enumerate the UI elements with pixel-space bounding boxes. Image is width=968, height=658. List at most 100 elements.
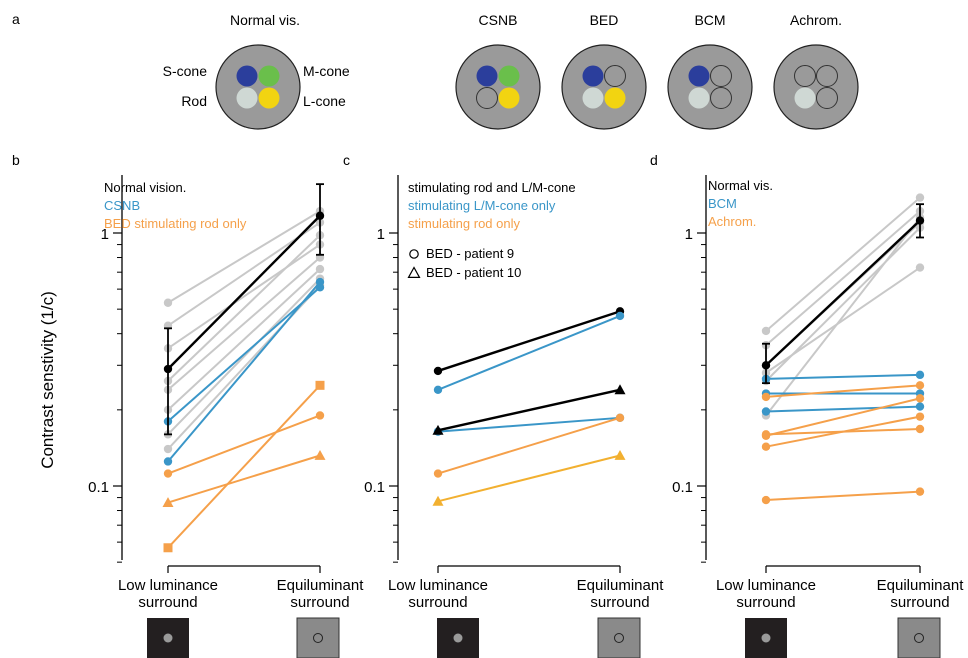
- data-point: [614, 384, 626, 395]
- x-tick-label: Low luminance: [118, 577, 218, 594]
- diagram-2-cell-s: [688, 65, 710, 87]
- data-point: [163, 298, 173, 307]
- x-tick-label: Equiluminant: [577, 577, 665, 594]
- data-point: [432, 495, 444, 506]
- y-tick-label: 0.1: [364, 479, 385, 496]
- stimulus-dot-b: [163, 633, 173, 643]
- data-point: [761, 361, 771, 370]
- data-point: [615, 413, 625, 423]
- data-point: [433, 469, 443, 478]
- data-point: [615, 311, 625, 321]
- legend-entry: BCM: [708, 196, 737, 211]
- legend-entry: CSNB: [104, 198, 140, 213]
- legend-marker: [407, 266, 421, 278]
- x-tick-label: Low luminance: [716, 577, 816, 594]
- y-tick-label: 1: [685, 226, 693, 243]
- stimulus-dot-c: [453, 633, 463, 643]
- diagram-normal-title: Normal vis.: [230, 12, 300, 28]
- series-6: [761, 370, 925, 384]
- data-point: [315, 411, 325, 420]
- stimulus-gray-c: [597, 617, 641, 658]
- legend-entry: stimulating rod only: [408, 216, 520, 231]
- y-axis-label: Contrast senstivity (1/c): [38, 291, 57, 469]
- y-tick-label: 1: [101, 226, 109, 243]
- series-line: [437, 416, 621, 475]
- series-5: [761, 213, 925, 420]
- series-9: [163, 277, 325, 466]
- series-12: [163, 380, 325, 553]
- diagram-3-disk: [773, 44, 859, 130]
- diagram-normal: Normal vis. S-cone M-cone Rod L-cone: [163, 12, 350, 130]
- series-line: [765, 490, 921, 502]
- normal-cell-l: [258, 87, 280, 109]
- series-3: [761, 223, 925, 386]
- series-line: [167, 214, 321, 370]
- data-point: [315, 380, 325, 390]
- diagram-3-cell-off: [816, 87, 838, 109]
- diagram-title: CSNB: [479, 12, 518, 28]
- series-14: [761, 203, 925, 385]
- diagram-2-cell-off: [710, 87, 732, 109]
- data-point: [915, 424, 925, 434]
- data-point: [315, 264, 325, 274]
- data-point: [915, 487, 925, 496]
- data-point: [761, 430, 771, 439]
- diagram-1-cell-rod: [582, 87, 604, 109]
- x-tick-label: Equiluminant: [877, 577, 965, 594]
- diagram-0-cell-m: [498, 65, 520, 87]
- series-4: [761, 263, 925, 378]
- data-point: [163, 364, 173, 374]
- label-s-cone: S-cone: [163, 63, 208, 79]
- legend-entry: BED stimulating rod only: [104, 216, 247, 231]
- diagram-2-cell-off: [710, 65, 732, 87]
- stimulus-ring-c: [614, 633, 624, 643]
- diagram-2-cell-rod: [688, 87, 710, 109]
- x-tick-label: Equiluminant: [277, 577, 365, 594]
- series-line: [765, 415, 921, 448]
- data-point: [915, 263, 925, 272]
- stimulus-dot-d: [761, 633, 771, 643]
- series-line: [167, 384, 321, 549]
- series-line: [437, 388, 621, 432]
- legend-entry: Normal vis.: [708, 178, 773, 193]
- data-point: [315, 277, 325, 287]
- x-tick-label: surround: [138, 594, 197, 611]
- series-0: [433, 307, 625, 376]
- series-line: [167, 281, 321, 463]
- data-point: [162, 497, 174, 507]
- data-point: [915, 193, 925, 202]
- data-point: [915, 394, 925, 403]
- series-line: [167, 454, 321, 504]
- series-line: [167, 286, 321, 423]
- diagram-2-disk: [667, 44, 753, 130]
- x-tick-label: surround: [590, 594, 649, 611]
- diagram-bcm: BCM: [667, 12, 753, 130]
- data-point: [614, 449, 626, 460]
- series-line: [167, 210, 321, 304]
- stimulus-gray-b: [296, 617, 340, 658]
- panel-label-b: b: [12, 152, 20, 168]
- series-line: [167, 234, 321, 382]
- series-11: [162, 449, 326, 507]
- diagram-title: BED: [590, 12, 619, 28]
- normal-cell-m: [258, 65, 280, 87]
- data-point: [915, 381, 925, 390]
- x-tick-label: surround: [408, 594, 467, 611]
- series-8: [761, 402, 925, 416]
- diagram-1-cell-off: [604, 65, 626, 87]
- panel-label-d: d: [650, 152, 658, 168]
- marker-legend-label: BED - patient 9: [426, 246, 514, 261]
- x-tick-label: Low luminance: [388, 577, 488, 594]
- series-line: [765, 210, 921, 347]
- diagram-title: BCM: [694, 12, 725, 28]
- data-point: [433, 385, 443, 395]
- diagram-0-cell-s: [476, 65, 498, 87]
- series-line: [765, 405, 921, 413]
- series-line: [437, 310, 621, 373]
- legend-entry: stimulating rod and L/M-cone: [408, 180, 576, 195]
- series-13: [163, 183, 325, 436]
- y-tick-label: 0.1: [672, 479, 693, 496]
- series-5: [163, 264, 325, 415]
